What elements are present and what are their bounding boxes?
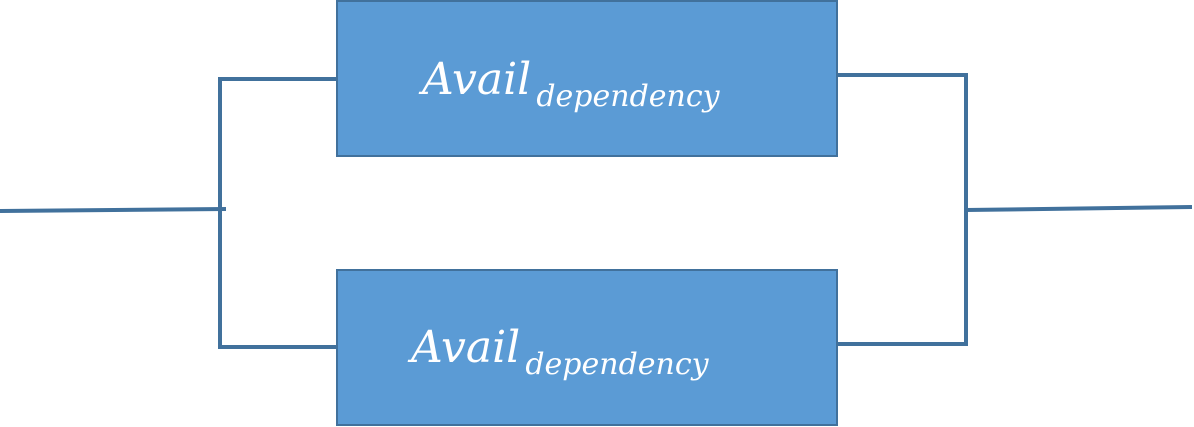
block-top-box bbox=[336, 0, 838, 157]
block-top-label: Avail dependency bbox=[418, 54, 721, 114]
block-bottom-label: Avail dependency bbox=[407, 322, 710, 382]
block-top-label-main: Avail bbox=[418, 54, 531, 105]
output-line bbox=[965, 205, 1193, 212]
block-top: Avail dependency bbox=[336, 0, 838, 157]
input-line bbox=[0, 207, 227, 213]
block-bottom-box bbox=[336, 269, 838, 426]
block-bottom-label-main: Avail bbox=[407, 322, 520, 373]
block-bottom-label-subscript: dependency bbox=[525, 347, 709, 382]
block-top-label-subscript: dependency bbox=[536, 79, 720, 114]
block-bottom: Avail dependency bbox=[336, 269, 838, 426]
